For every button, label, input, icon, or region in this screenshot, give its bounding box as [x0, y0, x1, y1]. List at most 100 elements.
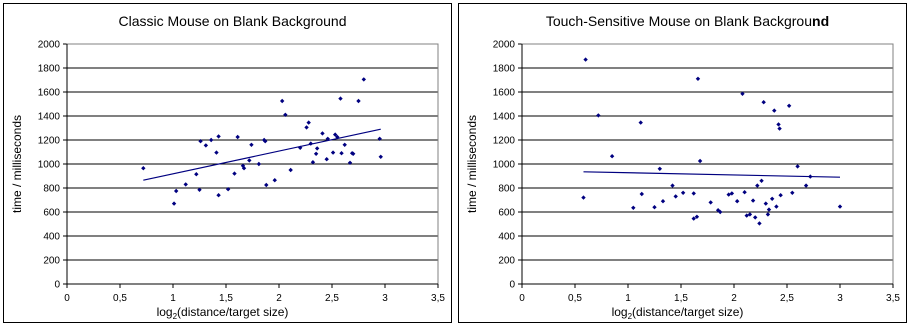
data-point: [288, 167, 293, 173]
x-tick-label: 0,5: [113, 293, 127, 304]
data-point: [335, 134, 340, 140]
x-tick-label: 2,5: [325, 293, 339, 304]
y-tick-label: 800: [43, 184, 60, 195]
x-tick-label: 3,5: [431, 293, 445, 304]
data-point: [638, 120, 643, 125]
data-point: [691, 191, 696, 196]
data-point: [697, 158, 703, 164]
chart-title: Touch-Sensitive Mouse on Blank Backgroun…: [546, 13, 829, 29]
chart-panel-touch-sensitive-mouse: Touch-Sensitive Mouse on Blank Backgroun…: [458, 3, 907, 323]
data-point: [263, 139, 268, 144]
x-tick-label: 0: [64, 293, 70, 304]
data-point: [249, 142, 254, 147]
data-point: [803, 183, 809, 188]
data-point: [347, 160, 353, 165]
trendline: [583, 171, 841, 178]
y-tick-label: 400: [498, 232, 515, 243]
chart-panel-classic-mouse: Classic Mouse on Blank Background 0 200 400…: [3, 3, 452, 323]
data-point: [264, 182, 269, 188]
data-point: [194, 172, 199, 177]
data-point: [198, 139, 203, 144]
y-tick-label: 1400: [493, 112, 516, 123]
y-tick-label: 2000: [38, 40, 61, 51]
data-point: [765, 212, 771, 217]
scatter-chart-classic-mouse: Classic Mouse on Blank Background 0 200 400…: [10, 13, 445, 321]
data-point: [657, 166, 662, 171]
data-point: [652, 205, 657, 210]
data-point: [171, 201, 177, 206]
data-point: [283, 112, 288, 117]
data-point: [356, 98, 361, 104]
data-point: [308, 141, 313, 146]
data-point: [747, 212, 753, 217]
data-point: [324, 157, 329, 162]
y-axis-title: time / milliseconds: [465, 115, 479, 213]
data-point: [216, 193, 221, 198]
data-point: [377, 136, 382, 141]
trendline: [143, 128, 381, 181]
data-point: [744, 213, 749, 218]
data-point: [304, 125, 309, 130]
data-point: [173, 188, 179, 194]
y-tick-label: 1200: [493, 136, 516, 147]
data-point: [734, 199, 740, 204]
data-point: [256, 161, 262, 167]
data-point: [776, 122, 781, 127]
data-point: [631, 205, 636, 210]
data-point: [670, 183, 675, 188]
data-point: [313, 151, 319, 156]
data-point: [197, 187, 202, 192]
data-point: [715, 208, 721, 213]
data-point: [325, 136, 330, 141]
x-axis-title: log2(distance/target size): [612, 305, 744, 321]
data-point: [581, 195, 586, 200]
data-point: [351, 151, 356, 156]
chart-title: Classic Mouse on Blank Background: [118, 13, 346, 29]
data-point: [609, 154, 615, 159]
data-point: [639, 191, 644, 197]
data-point: [247, 158, 252, 163]
data-point: [774, 204, 779, 209]
y-tick-label: 1600: [493, 88, 516, 99]
y-tick-label: 200: [43, 256, 60, 267]
scatter-chart-touch-sensitive-mouse: Touch-Sensitive Mouse on Blank Backgroun…: [465, 13, 900, 321]
data-point: [750, 198, 756, 203]
data-point: [660, 199, 666, 204]
data-point: [766, 207, 772, 212]
y-tick-label: 1600: [38, 88, 61, 99]
y-tick-label: 600: [498, 208, 515, 219]
y-tick-label: 1000: [493, 160, 516, 171]
data-point: [786, 103, 792, 108]
data-point: [225, 187, 231, 192]
data-point: [729, 191, 735, 196]
data-point: [583, 57, 588, 62]
data-point: [241, 166, 247, 171]
data-point: [742, 190, 747, 195]
data-point: [310, 160, 316, 165]
x-axis-title: log2(distance/target size): [157, 305, 289, 321]
y-tick-label: 1800: [38, 64, 61, 75]
y-tick-label: 800: [498, 184, 515, 195]
data-point: [330, 150, 336, 155]
data-point: [306, 120, 311, 125]
data-point: [298, 145, 303, 150]
data-point: [755, 183, 760, 188]
data-point: [778, 193, 783, 198]
x-tick-label: 1: [625, 293, 631, 304]
data-point: [320, 131, 325, 136]
data-point: [203, 143, 209, 148]
data-point: [216, 134, 221, 139]
y-tick-label: 1400: [38, 112, 61, 123]
data-point: [361, 77, 366, 82]
data-point: [769, 196, 775, 201]
x-tick-label: 0: [519, 293, 525, 304]
data-point: [708, 200, 713, 205]
y-tick-label: 400: [43, 232, 60, 243]
data-point: [673, 194, 678, 199]
y-tick-label: 1200: [38, 136, 61, 147]
data-point: [694, 214, 700, 219]
data-point: [272, 178, 277, 183]
y-tick-label: 2000: [493, 40, 516, 51]
data-point: [757, 221, 762, 226]
x-tick-label: 1: [170, 293, 176, 304]
